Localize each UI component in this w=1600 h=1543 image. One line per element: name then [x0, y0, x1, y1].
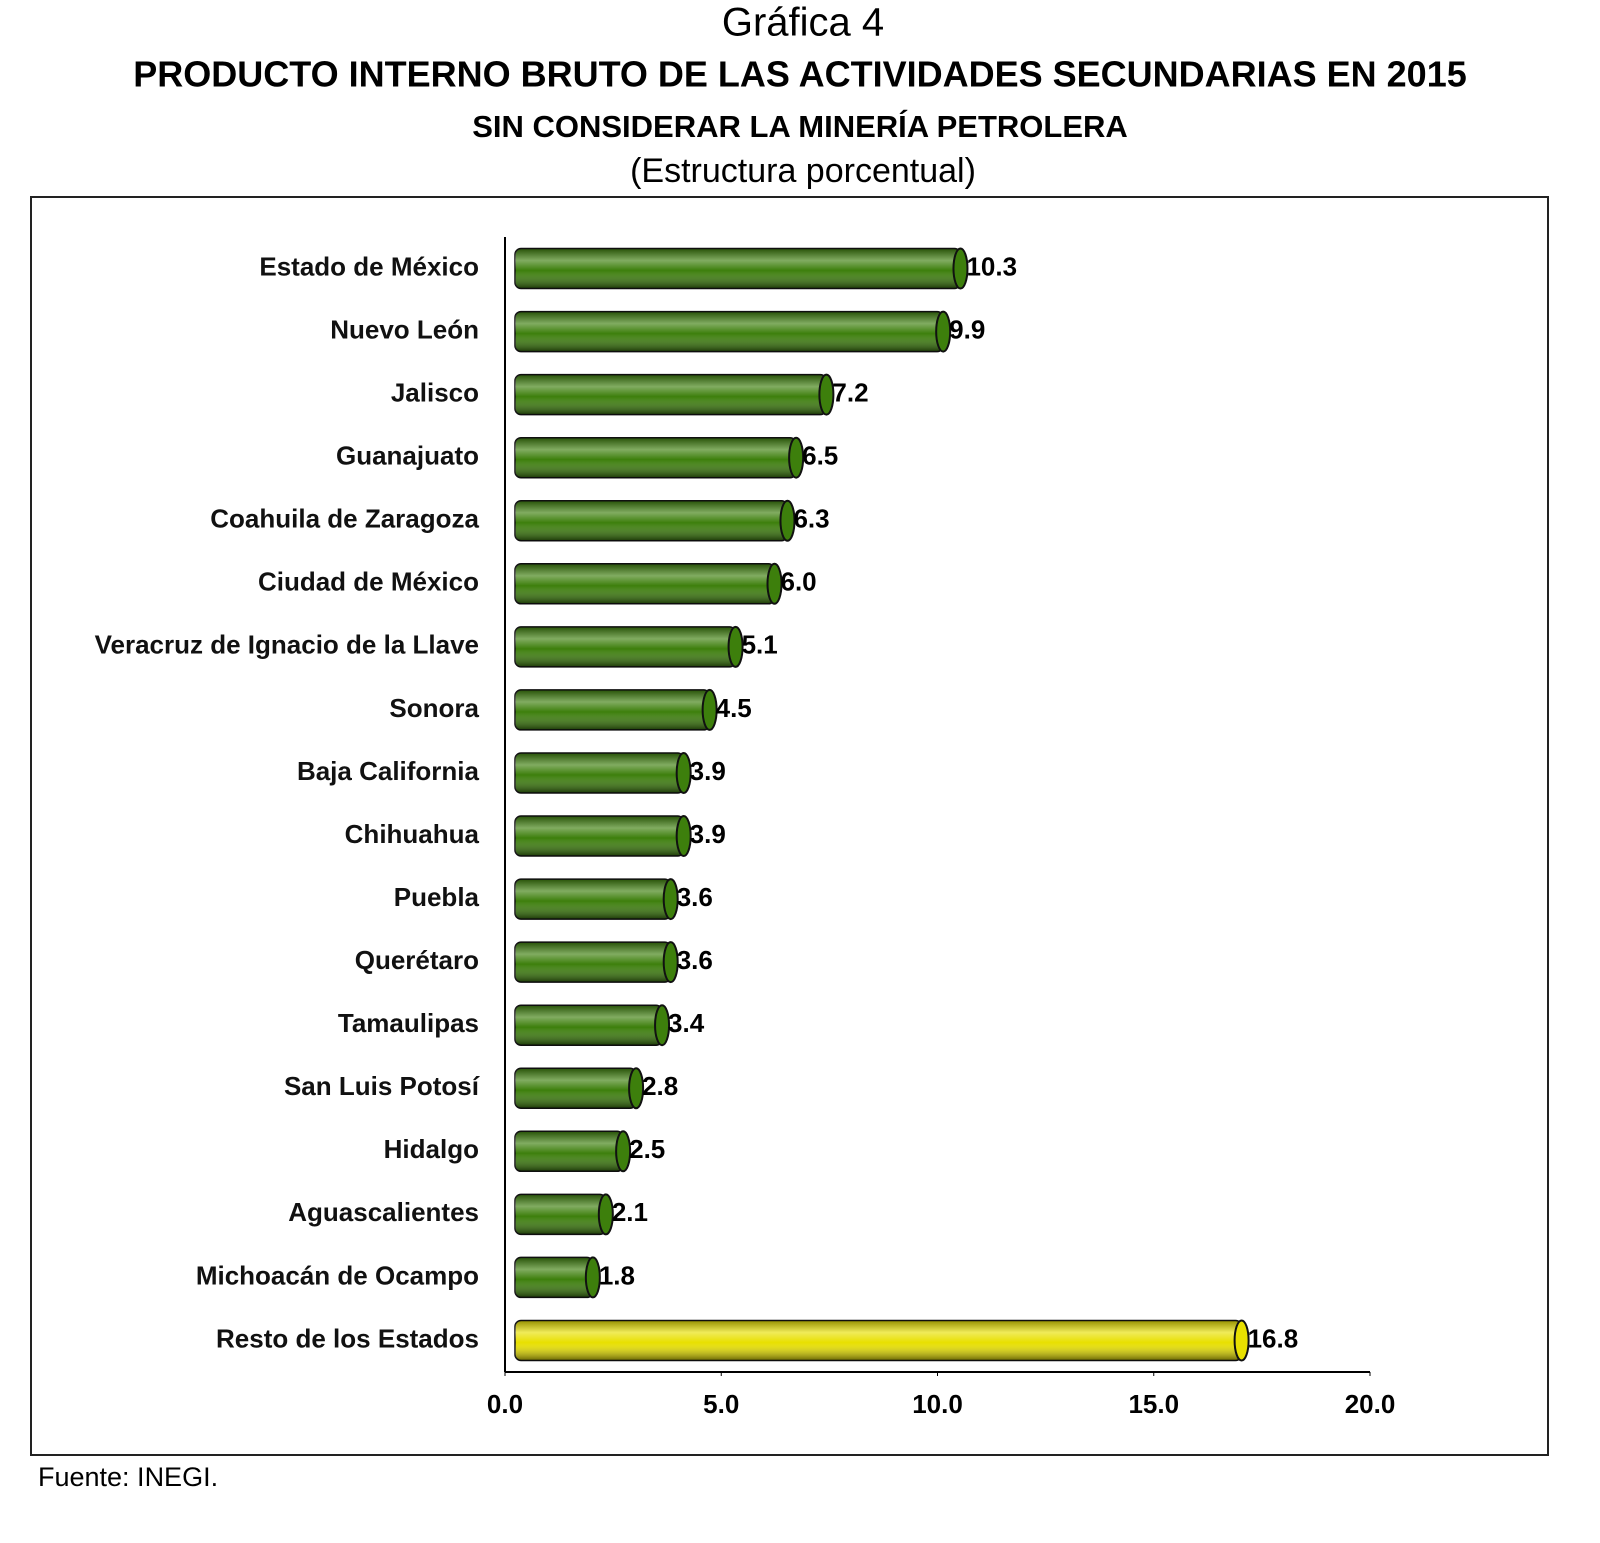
y-tick-label: Hidalgo — [384, 1134, 479, 1164]
bar-cap — [701, 688, 718, 731]
chart-title: Gráfica 4 — [722, 1, 884, 45]
data-label: 6.5 — [802, 441, 838, 471]
bar-cap — [818, 373, 835, 416]
y-tick-label: Veracruz de Ignacio de la Llave — [95, 630, 479, 660]
bar-cap — [788, 436, 805, 479]
bar-cap — [615, 1130, 632, 1173]
x-tick-label: 15.0 — [1128, 1389, 1179, 1419]
plot-area: 0.0 5.0 10.0 15.0 20.0 Estado de México 10.3 Nu… — [95, 237, 1396, 1419]
data-label: 3.6 — [677, 882, 713, 912]
data-label: 3.6 — [677, 945, 713, 975]
data-label: 6.3 — [793, 504, 829, 534]
y-tick-label: Michoacán de Ocampo — [196, 1260, 479, 1290]
bar-cap — [779, 499, 796, 542]
chart-subtitle: PRODUCTO INTERNO BRUTO DE LAS ACTIVIDADE… — [133, 54, 1467, 95]
data-label: 2.1 — [612, 1197, 648, 1227]
y-tick-label: Chihuahua — [345, 819, 480, 849]
y-tick-label: Resto de los Estados — [216, 1323, 479, 1353]
bar-cap — [935, 310, 952, 353]
y-tick-label: Estado de México — [259, 251, 479, 281]
bar-shading — [515, 1194, 606, 1235]
y-tick-label: Guanajuato — [336, 441, 479, 471]
x-tick-label: 10.0 — [912, 1389, 963, 1419]
y-tick-label: San Luis Potosí — [284, 1071, 480, 1101]
bar-cap — [597, 1193, 614, 1236]
bar-shading — [515, 1068, 637, 1109]
y-tick-label: Tamaulipas — [338, 1008, 479, 1038]
chart-subtitle: SIN CONSIDERAR LA MINERÍA PETROLERA — [472, 109, 1128, 144]
bar-shading — [515, 752, 684, 793]
y-tick-label: Querétaro — [355, 945, 479, 975]
data-label: 6.0 — [781, 567, 817, 597]
bar-cap — [727, 625, 744, 668]
bar-shading — [515, 1005, 663, 1046]
bar-cap — [1233, 1319, 1250, 1362]
bar-shading — [515, 816, 684, 857]
bar-shading — [515, 942, 671, 983]
bar-cap — [675, 815, 692, 858]
bar-shading — [515, 311, 944, 352]
bar-shading — [515, 437, 797, 478]
frame — [30, 196, 1549, 1456]
bar-shading — [515, 626, 736, 667]
data-label: 7.2 — [832, 378, 868, 408]
x-tick-label: 20.0 — [1345, 1389, 1396, 1419]
bar-cap — [952, 247, 969, 290]
data-label: 2.5 — [629, 1134, 665, 1164]
x-tick-label: 0.0 — [487, 1389, 523, 1419]
bar-shading — [515, 1320, 1242, 1361]
source-note: Fuente: INEGI. — [38, 1462, 218, 1492]
y-tick-label: Baja California — [297, 756, 480, 786]
data-label: 16.8 — [1248, 1323, 1299, 1353]
data-label: 3.4 — [668, 1008, 705, 1038]
data-label: 10.3 — [966, 251, 1017, 281]
bar-cap — [584, 1256, 601, 1299]
y-tick-label: Sonora — [389, 693, 479, 723]
bar-shading — [515, 1257, 593, 1298]
bar-shading — [515, 1131, 624, 1172]
data-label: 5.1 — [742, 630, 778, 660]
bar-shading — [515, 689, 710, 730]
bar-cap — [662, 878, 679, 921]
data-label: 4.5 — [716, 693, 752, 723]
data-label: 3.9 — [690, 819, 726, 849]
bar-shading — [515, 879, 671, 920]
y-tick-label: Nuevo León — [330, 314, 479, 344]
bar-cap — [628, 1067, 645, 1110]
y-tick-label: Ciudad de México — [258, 567, 479, 597]
bar-shading — [515, 248, 961, 289]
data-label: 1.8 — [599, 1260, 635, 1290]
bar-cap — [675, 751, 692, 794]
y-tick-label: Jalisco — [391, 378, 479, 408]
data-label: 3.9 — [690, 756, 726, 786]
x-tick-label: 5.0 — [703, 1389, 739, 1419]
y-tick-label: Puebla — [394, 882, 480, 912]
bar-shading — [515, 500, 788, 541]
bar-cap — [654, 1004, 671, 1047]
y-tick-label: Coahuila de Zaragoza — [210, 504, 479, 534]
chart-subtitle: (Estructura porcentual) — [630, 152, 976, 190]
y-tick-label: Aguascalientes — [288, 1197, 479, 1227]
bar-cap — [662, 941, 679, 984]
data-label: 2.8 — [642, 1071, 678, 1101]
data-label: 9.9 — [949, 314, 985, 344]
bar-cap — [766, 562, 783, 605]
bar-shading — [515, 374, 827, 415]
bar-shading — [515, 563, 775, 604]
